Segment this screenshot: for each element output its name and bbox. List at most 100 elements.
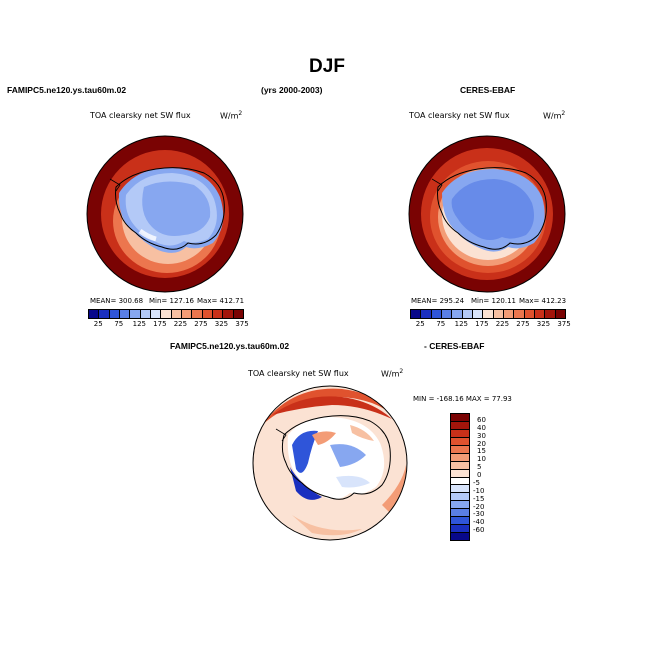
colorbar-swatch — [451, 437, 469, 446]
colorbar-tick-label: 225 — [495, 320, 510, 328]
colorbar-swatch — [181, 310, 193, 318]
diff-panel-title: TOA clearsky net SW flux — [248, 369, 349, 378]
colorbar-tick-label: 275 — [194, 320, 208, 328]
model-mean-stat: MEAN= 300.68 — [90, 297, 144, 305]
colorbar-swatch — [451, 445, 469, 454]
colorbar-tick-label: 75 — [114, 320, 124, 328]
colorbar-tick-label: 20 — [477, 439, 486, 448]
page-title: DJF — [309, 56, 345, 77]
obs-mean-stat: MEAN= 295.24 — [411, 297, 465, 305]
colorbar-tick-label: 30 — [477, 431, 486, 440]
model-max-stat: Max= 412.71 — [197, 297, 245, 305]
colorbar-tick-label: 175 — [475, 320, 489, 328]
colorbar-swatch — [233, 310, 243, 318]
colorbar-swatch — [451, 493, 469, 502]
years-label: (yrs 2000-2003) — [261, 85, 323, 95]
colorbar-swatch — [140, 310, 151, 318]
colorbar-swatch — [555, 310, 565, 318]
colorbar-tick-label: 375 — [235, 320, 249, 328]
colorbar-tick-label: 275 — [516, 320, 530, 328]
colorbar-swatch — [130, 310, 141, 318]
colorbar-swatch — [451, 517, 469, 526]
colorbar-swatch — [150, 310, 162, 318]
diff-header-left: FAMIPC5.ne120.ys.tau60m.02 — [170, 341, 290, 351]
colorbar-swatch — [483, 310, 494, 318]
colorbar-tick-label: 325 — [536, 320, 551, 328]
obs-colorbar-ticks: 25 75 125 175 225 275 325 375 — [410, 320, 571, 330]
colorbar-swatch — [99, 310, 110, 318]
model-polar-map — [86, 135, 244, 293]
diff-polar-map — [252, 385, 408, 541]
diff-minmax-stat: MIN = -168.16 MAX = 77.93 — [413, 395, 512, 403]
obs-name-label: CERES-EBAF — [460, 85, 516, 95]
colorbar-swatch — [212, 310, 224, 318]
colorbar-swatch — [451, 469, 469, 478]
colorbar-swatch — [451, 414, 469, 422]
colorbar-tick-label: -10 — [473, 486, 485, 495]
colorbar-swatch — [524, 310, 535, 318]
obs-panel-title: TOA clearsky net SW flux — [409, 111, 510, 120]
colorbar-swatch — [451, 429, 469, 438]
colorbar-swatch — [451, 461, 469, 470]
colorbar-tick-label: 25 — [415, 320, 425, 328]
colorbar-tick-label: 10 — [477, 455, 486, 464]
colorbar-swatch — [89, 310, 100, 318]
diff-panel-units: W/m2 — [381, 368, 404, 379]
colorbar-swatch — [223, 310, 234, 318]
colorbar-swatch — [451, 421, 469, 430]
colorbar-tick-label: 25 — [93, 320, 103, 328]
model-panel-title: TOA clearsky net SW flux — [90, 111, 191, 120]
model-colorbar-ticks: 25 75 125 175 225 275 325 375 — [88, 320, 249, 330]
colorbar-swatch — [202, 310, 213, 318]
colorbar-tick-label: -5 — [473, 478, 480, 487]
diff-header-right: - CERES-EBAF — [424, 341, 485, 351]
colorbar-swatch — [171, 310, 182, 318]
colorbar-tick-label: -40 — [473, 518, 485, 527]
diff-colorbar — [450, 413, 470, 541]
colorbar-tick-label: 225 — [173, 320, 188, 328]
obs-polar-map — [408, 135, 566, 293]
colorbar-tick-label: 5 — [477, 463, 482, 472]
colorbar-swatch — [451, 533, 469, 540]
colorbar-tick-label: 175 — [153, 320, 167, 328]
colorbar-swatch — [109, 310, 120, 318]
model-panel-units: W/m2 — [220, 110, 243, 121]
colorbar-tick-label: 60 — [477, 415, 486, 424]
colorbar-swatch — [472, 310, 484, 318]
obs-colorbar — [410, 309, 566, 319]
obs-min-stat: Min= 120.11 — [471, 297, 517, 305]
colorbar-swatch — [161, 310, 172, 318]
colorbar-swatch — [431, 310, 442, 318]
colorbar-tick-label: -30 — [473, 510, 485, 519]
colorbar-tick-label: 15 — [477, 447, 486, 456]
obs-max-stat: Max= 412.23 — [519, 297, 567, 305]
colorbar-swatch — [545, 310, 556, 318]
colorbar-swatch — [451, 509, 469, 518]
model-min-stat: Min= 127.16 — [149, 297, 195, 305]
obs-panel-units: W/m2 — [543, 110, 566, 121]
colorbar-swatch — [514, 310, 525, 318]
colorbar-swatch — [421, 310, 432, 318]
colorbar-swatch — [451, 501, 469, 510]
colorbar-tick-label: 75 — [436, 320, 446, 328]
diff-colorbar-ticks: 60 40 30 20 15 10 5 0 -5 -10 -15 -20 -30 -40 -60 — [473, 413, 503, 539]
colorbar-tick-label: 125 — [132, 320, 147, 328]
colorbar-swatch — [503, 310, 515, 318]
colorbar-tick-label: 375 — [557, 320, 571, 328]
colorbar-swatch — [451, 485, 469, 494]
colorbar-tick-label: 40 — [477, 423, 486, 432]
colorbar-swatch — [451, 477, 469, 486]
colorbar-tick-label: -20 — [473, 502, 485, 511]
colorbar-tick-label: -15 — [473, 494, 485, 503]
colorbar-swatch — [462, 310, 473, 318]
model-case-label: FAMIPC5.ne120.ys.tau60m.02 — [7, 85, 127, 95]
colorbar-swatch — [451, 525, 469, 534]
colorbar-tick-label: 0 — [477, 471, 482, 479]
colorbar-swatch — [534, 310, 546, 318]
colorbar-tick-label: -60 — [473, 526, 485, 535]
colorbar-swatch — [441, 310, 453, 318]
colorbar-swatch — [119, 310, 131, 318]
colorbar-swatch — [493, 310, 504, 318]
colorbar-swatch — [411, 310, 422, 318]
colorbar-swatch — [192, 310, 203, 318]
